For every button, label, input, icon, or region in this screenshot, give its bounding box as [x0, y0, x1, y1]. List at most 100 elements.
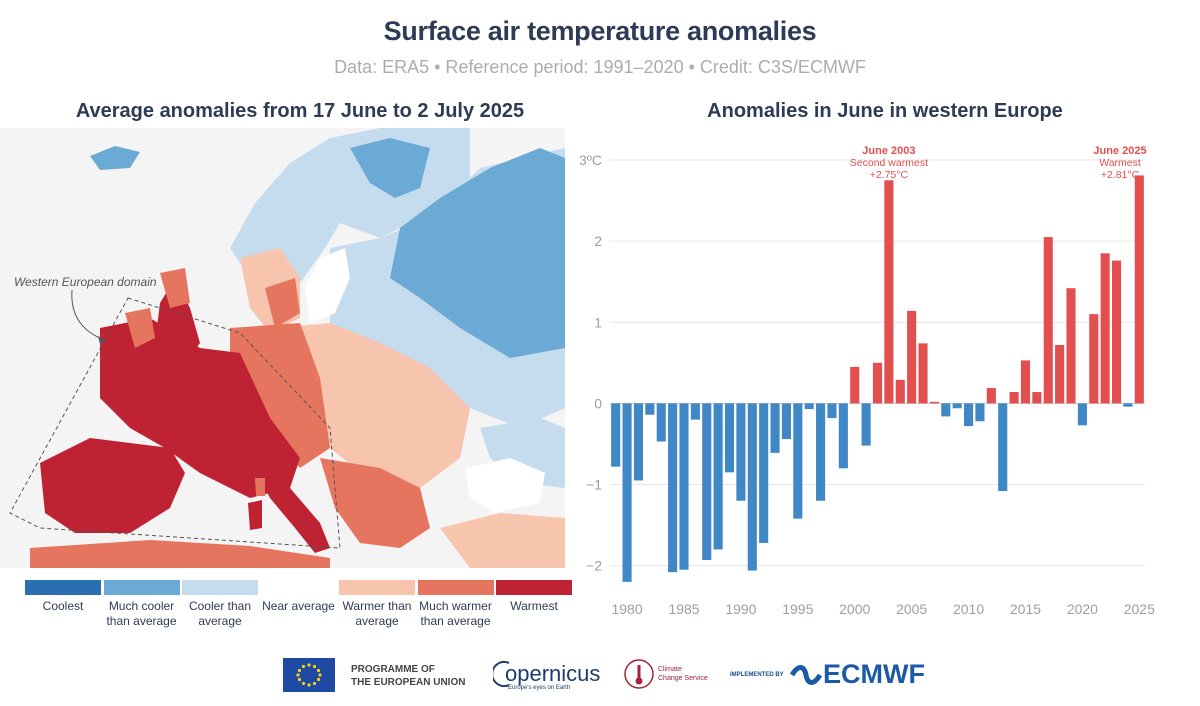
- ecmwf-logo: ECMWF: [823, 659, 925, 689]
- map-germany-hot: [230, 323, 330, 468]
- legend-label: Near average: [262, 599, 335, 613]
- legend-item: Much warmer than average: [417, 580, 494, 629]
- bar-2013: [998, 403, 1008, 492]
- legend-swatch: [496, 580, 572, 595]
- bar-1992: [759, 403, 769, 543]
- chart-y-axis: 3ºC 2 1 0 −1 −2: [580, 152, 602, 574]
- bar-2001: [861, 403, 871, 446]
- bar-1997: [816, 403, 826, 501]
- bar-2010: [964, 403, 974, 427]
- map-title: Average anomalies from 17 June to 2 July…: [75, 100, 525, 122]
- legend-swatch: [182, 580, 258, 595]
- bar-1980: [622, 403, 632, 582]
- legend-swatch: [260, 580, 337, 595]
- legend-label: Much warmer than average: [419, 599, 492, 628]
- map-baltic-sea: [305, 248, 350, 323]
- c3s-line-2: Change Service: [658, 675, 708, 682]
- y-tick-label: 2: [594, 233, 602, 249]
- map-iberia: [40, 438, 185, 533]
- map-south-scandinavia-hot: [265, 278, 300, 328]
- eu-flag-icon: [283, 658, 335, 692]
- page-title: Surface air temperature anomalies: [383, 16, 817, 46]
- legend-item: Coolest: [25, 580, 101, 614]
- domain-arrow-head-icon: [98, 336, 106, 344]
- c3s-thermometer-icon: [624, 659, 654, 689]
- legend-label: Much cooler than average: [106, 599, 177, 628]
- x-tick-label: 2010: [953, 601, 984, 617]
- x-tick-label: 1985: [668, 601, 699, 617]
- map-legend: Coolest Much cooler than average Cooler th…: [25, 580, 575, 640]
- copernicus-c-icon: [493, 661, 510, 687]
- bar-1990: [736, 403, 746, 501]
- c3s-label: Climate Change Service: [658, 665, 708, 683]
- map-russia-much-cooler: [390, 148, 565, 358]
- x-tick-label: 2020: [1067, 601, 1098, 617]
- bar-1986: [690, 403, 700, 420]
- map-corsica: [255, 478, 265, 496]
- y-tick-label: 1: [594, 314, 602, 330]
- bar-2004: [895, 379, 905, 404]
- bar-1988: [713, 403, 723, 550]
- map-central-europe: [280, 323, 470, 488]
- legend-swatch: [339, 580, 415, 595]
- x-tick-label: 2015: [1010, 601, 1041, 617]
- y-tick-label: −2: [586, 558, 602, 574]
- domain-label: Western European domain: [14, 275, 157, 289]
- bar-2019: [1066, 288, 1076, 404]
- legend-item: Near average: [260, 580, 337, 614]
- map-iceland: [90, 146, 140, 170]
- y-tick-label: −1: [586, 477, 602, 493]
- map-sardinia: [248, 500, 262, 530]
- map-black-sea: [465, 458, 545, 513]
- c3s-line-1: Climate: [658, 666, 682, 673]
- annotation-line: June 2025: [1093, 145, 1146, 157]
- bar-2011: [975, 403, 985, 422]
- bar-1987: [702, 403, 712, 560]
- bar-1999: [838, 403, 848, 469]
- x-tick-label: 2025: [1124, 601, 1155, 617]
- x-tick-label: 1990: [725, 601, 756, 617]
- map-scotland: [160, 268, 190, 308]
- bar-1998: [827, 403, 837, 418]
- legend-item: Cooler than average: [182, 580, 258, 629]
- bar-2021: [1089, 314, 1099, 404]
- map-balkans: [320, 458, 430, 548]
- legend-item: Warmest: [496, 580, 572, 614]
- bar-1991: [747, 403, 757, 571]
- bar-2014: [1009, 392, 1019, 404]
- annotation-line: June 2003: [862, 145, 915, 157]
- copernicus-tagline: Europe's eyes on Earth: [508, 685, 571, 691]
- x-tick-label: 2005: [896, 601, 927, 617]
- map-turkey: [440, 513, 565, 568]
- eu-stars-icon: [296, 663, 322, 687]
- y-tick-label: 3ºC: [580, 152, 602, 168]
- chart-title: Anomalies in June in western Europe: [707, 100, 1063, 122]
- x-tick-label: 1995: [782, 601, 813, 617]
- western-domain-outline: [9, 297, 341, 549]
- annotation-line: Warmest: [1099, 157, 1141, 169]
- chart-grid: [610, 159, 1145, 567]
- bar-1985: [679, 403, 689, 570]
- bar-1995: [793, 403, 803, 519]
- implemented-by-label: IMPLEMENTED BY: [730, 672, 784, 678]
- bar-2015: [1020, 360, 1031, 404]
- bar-1983: [656, 403, 666, 442]
- bar-1996: [804, 403, 814, 410]
- ecmwf-wave-icon: [790, 665, 822, 685]
- legend-label: Warmer than average: [342, 599, 412, 628]
- legend-label: Cooler than average: [188, 599, 252, 628]
- footer-logos: PROGRAMME OF THE EUROPEAN UNION opernicu…: [0, 655, 1200, 700]
- anomaly-map: Western European domain: [0, 128, 565, 568]
- bar-2008: [941, 403, 951, 417]
- chart-x-axis: 1980 1985 1990 1995 2000 2005 2010 2015 2020 2025: [611, 601, 1155, 617]
- y-tick-label: 0: [594, 395, 602, 411]
- chart-bars: [611, 175, 1144, 582]
- eu-programme-label: PROGRAMME OF THE EUROPEAN UNION: [351, 663, 465, 689]
- bar-chart: 3ºC 2 1 0 −1 −2 1980 1985 1990 1995 2000 2005 2010 2…: [580, 145, 1155, 617]
- bar-1981: [633, 403, 644, 481]
- x-tick-label: 1980: [611, 601, 642, 617]
- map-black-sea-region: [480, 418, 565, 488]
- map-ireland: [125, 308, 155, 348]
- annotation-line: Second warmest: [850, 157, 928, 169]
